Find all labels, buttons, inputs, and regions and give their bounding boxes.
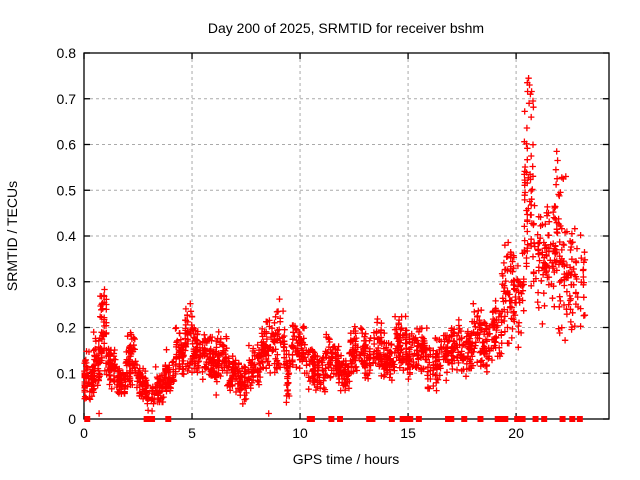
zero-value-marker <box>445 416 452 422</box>
x-tick-label: 0 <box>80 425 88 441</box>
zero-value-marker <box>337 416 344 422</box>
zero-value-marker <box>415 416 422 422</box>
zero-value-marker <box>366 416 373 422</box>
zero-value-marker <box>84 416 91 422</box>
zero-value-marker <box>448 416 455 422</box>
zero-value-marker <box>403 416 410 422</box>
y-tick-label: 0.1 <box>57 365 77 381</box>
y-tick-label: 0.5 <box>57 182 77 198</box>
scatter-plus-markers <box>81 75 589 417</box>
x-tick-label: 10 <box>292 425 308 441</box>
tick-labels: 0 5 10 15 20 0 0.1 0.2 0.3 0.4 0.5 0.6 0.7 0.8 <box>57 45 525 441</box>
zero-value-marker <box>532 416 539 422</box>
zero-value-marker <box>494 416 501 422</box>
zero-value-marker <box>369 416 376 422</box>
zero-value-marker <box>461 416 468 422</box>
y-tick-label: 0.6 <box>57 137 77 153</box>
y-tick-label: 0.3 <box>57 274 77 290</box>
zero-value-marker <box>308 416 315 422</box>
zero-value-marker <box>145 416 152 422</box>
y-tick-label: 0.7 <box>57 91 77 107</box>
x-axis-label: GPS time / hours <box>293 451 400 467</box>
zero-value-marker <box>477 416 484 422</box>
zero-value-marker <box>388 416 395 422</box>
zero-value-marker <box>407 416 414 422</box>
zero-value-marker <box>576 416 583 422</box>
zero-value-marker <box>502 416 509 422</box>
chart-title: Day 200 of 2025, SRMTID for receiver bsh… <box>208 20 484 36</box>
y-tick-label: 0.2 <box>57 320 77 336</box>
zero-value-marker <box>519 416 526 422</box>
y-tick-label: 0.4 <box>57 228 77 244</box>
zero-value-marker <box>328 416 335 422</box>
x-tick-label: 5 <box>188 425 196 441</box>
y-tick-label: 0 <box>68 411 76 427</box>
x-tick-label: 20 <box>508 425 524 441</box>
zero-value-marker <box>399 416 406 422</box>
grid <box>84 52 609 419</box>
zero-value-marker <box>559 416 566 422</box>
data-points <box>81 75 589 422</box>
zero-value-marker <box>165 416 172 422</box>
zero-value-marker <box>149 416 156 422</box>
zero-value-marker <box>497 416 504 422</box>
zero-value-marker <box>541 416 548 422</box>
x-tick-label: 15 <box>400 425 416 441</box>
zero-value-marker <box>569 416 576 422</box>
zero-value-marker <box>516 416 523 422</box>
y-tick-label: 0.8 <box>57 45 77 61</box>
y-axis-label: SRMTID / TECUs <box>4 181 20 291</box>
